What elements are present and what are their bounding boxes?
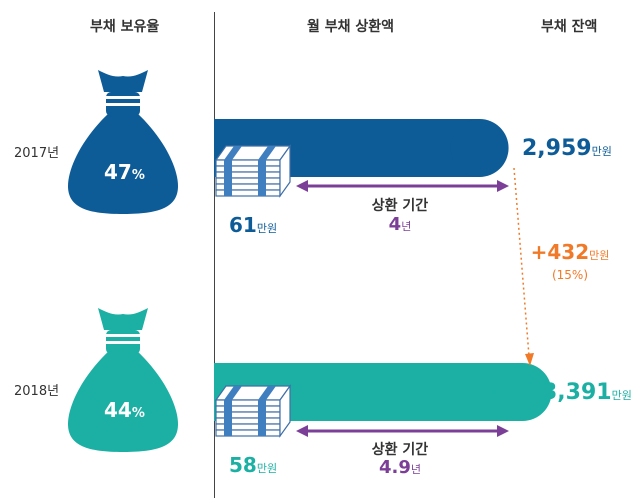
- balance-bar-cap-2018: [493, 363, 552, 421]
- debt-balance-2018: 3,391만원: [542, 380, 632, 405]
- monthly-repayment-2018: 58만원: [229, 453, 278, 477]
- debt-ratio-2018: 44%: [104, 398, 145, 422]
- bag-top-2017: [98, 70, 148, 92]
- money-bag-icon-2017: [68, 70, 178, 214]
- period-label-2018: 상환 기간: [371, 442, 429, 458]
- period-arrow-2018: [296, 425, 509, 437]
- header-monthly-repayment: 월 부채 상환액: [307, 19, 395, 35]
- divider-line: [214, 12, 215, 498]
- increase-pct: (15%): [551, 268, 589, 282]
- debt-balance-2017: 2,959만원: [522, 136, 612, 161]
- header-debt-ratio: 부채 보유율: [90, 19, 160, 35]
- period-value-2018: 4.9년: [378, 457, 421, 478]
- debt-ratio-2017: 47%: [104, 160, 145, 184]
- cash-stack-icon-2017: [214, 144, 292, 198]
- monthly-repayment-2017: 61만원: [229, 213, 278, 237]
- increase-arrow: [513, 167, 534, 366]
- period-label-2017: 상환 기간: [371, 198, 429, 214]
- cash-stack-icon-2018: [214, 384, 292, 438]
- period-value-2017: 4년: [388, 214, 412, 235]
- bag-body-2017: [68, 112, 178, 214]
- balance-bar-cap-2017: [450, 119, 509, 177]
- money-bag-icon-2018: [68, 308, 178, 452]
- year-label-2017: 2017년: [14, 146, 60, 161]
- year-label-2018: 2018년: [14, 384, 60, 399]
- bag-top-2018: [98, 308, 148, 330]
- period-arrow-2017: [296, 180, 509, 192]
- header-debt-balance: 부채 잔액: [541, 19, 598, 35]
- bag-body-2018: [68, 350, 178, 452]
- increase-value: +432만원: [530, 240, 610, 264]
